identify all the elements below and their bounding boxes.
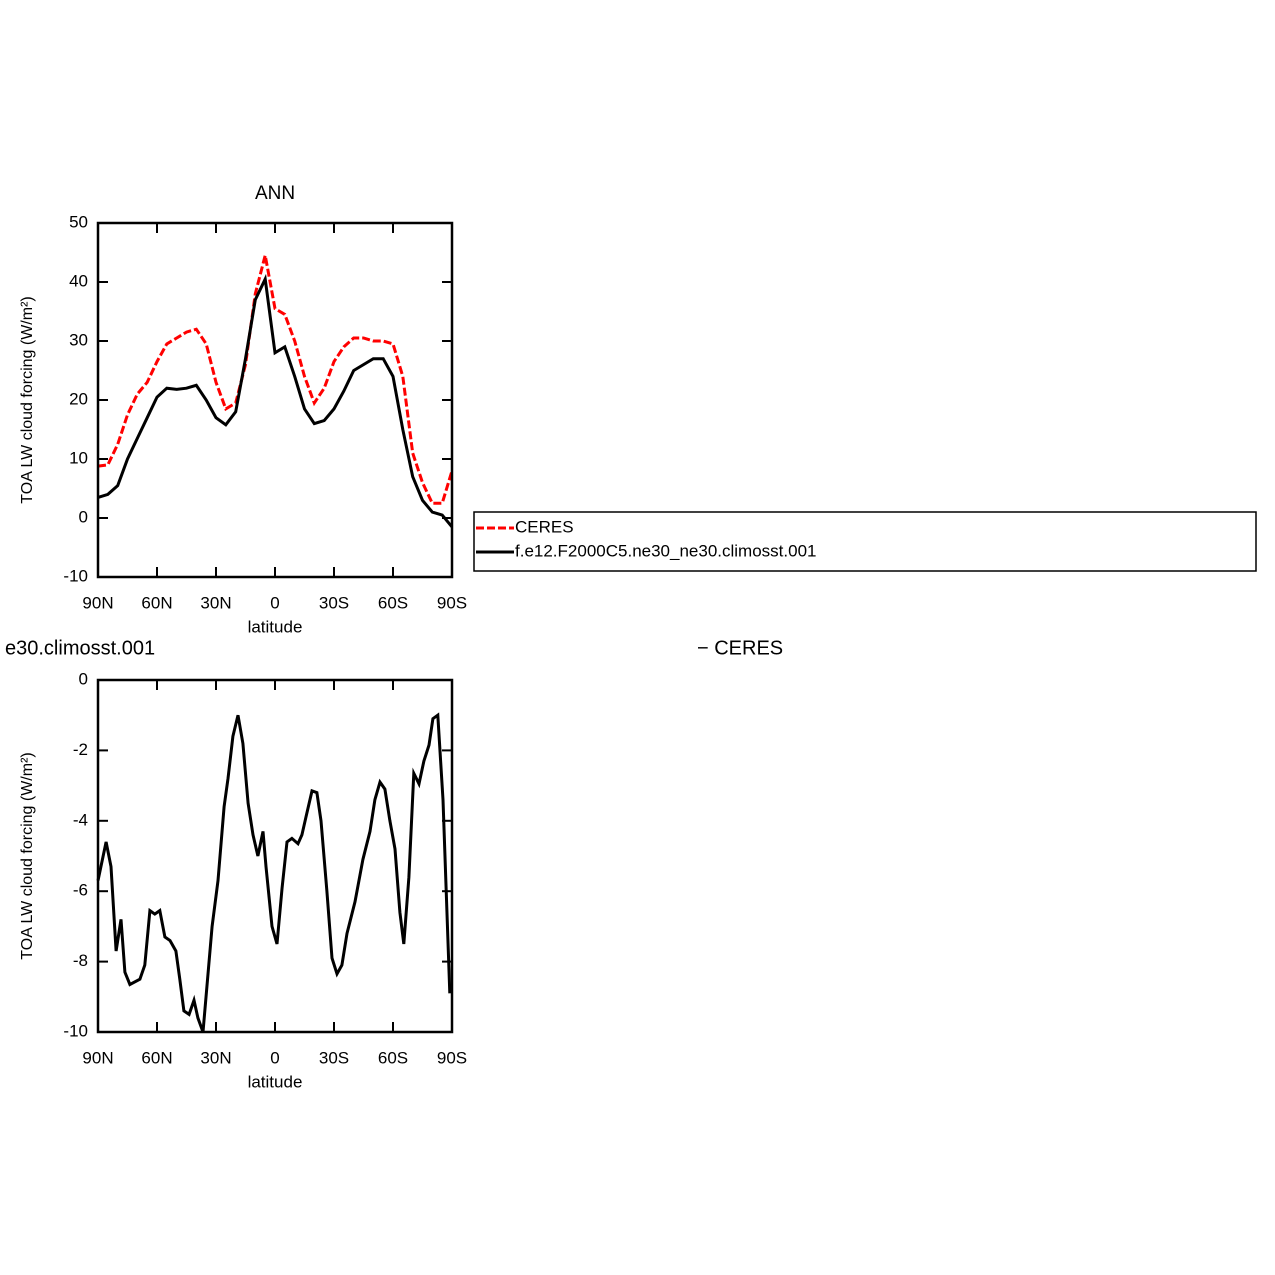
x-axis-label: latitude [248, 1072, 303, 1091]
plot-frame [96, 678, 454, 1034]
x-tick-label: 60S [378, 1048, 408, 1067]
x-tick-label: 30S [319, 1048, 349, 1067]
y-axis-label: TOA LW cloud forcing (W/m²) [19, 752, 36, 959]
chart-title: ANN [255, 183, 295, 204]
legend-box [473, 511, 1257, 572]
y-tick-label: 10 [69, 448, 88, 467]
y-tick-label: 50 [69, 212, 88, 231]
x-tick-label: 30S [319, 593, 349, 612]
y-tick-label: 0 [79, 669, 88, 688]
y-tick-label: 0 [79, 507, 88, 526]
y-tick-label: -10 [63, 1021, 88, 1040]
x-axis-label: latitude [248, 617, 303, 636]
x-tick-label: 60N [141, 593, 172, 612]
y-tick-label: 30 [69, 330, 88, 349]
chart-title: e30.climosst.001 [5, 637, 155, 659]
legend-label: CERES [515, 517, 574, 536]
x-tick-label: 0 [270, 1048, 279, 1067]
x-tick-label: 0 [270, 593, 279, 612]
chart-title: − CERES [697, 637, 783, 659]
x-tick-label: 30N [200, 593, 231, 612]
data-line [96, 712, 452, 1033]
y-tick-label: 40 [69, 271, 88, 290]
legend-label: f.e12.F2000C5.ne30_ne30.climosst.001 [515, 541, 816, 560]
x-tick-label: 60S [378, 593, 408, 612]
y-tick-label: 20 [69, 389, 88, 408]
data-line [97, 273, 454, 528]
data-line [97, 255, 454, 505]
y-tick-label: -10 [63, 566, 88, 585]
x-tick-label: 90S [437, 593, 467, 612]
y-axis-label: TOA LW cloud forcing (W/m²) [19, 296, 36, 503]
x-tick-label: 30N [200, 1048, 231, 1067]
y-tick-label: -8 [73, 951, 88, 970]
y-tick-label: -4 [73, 810, 88, 829]
x-tick-label: 90N [82, 1048, 113, 1067]
x-tick-label: 60N [141, 1048, 172, 1067]
y-tick-label: -2 [73, 740, 88, 759]
plot-frame [96, 221, 454, 579]
y-tick-label: -6 [73, 881, 88, 900]
x-tick-label: 90S [437, 1048, 467, 1067]
x-tick-label: 90N [82, 593, 113, 612]
